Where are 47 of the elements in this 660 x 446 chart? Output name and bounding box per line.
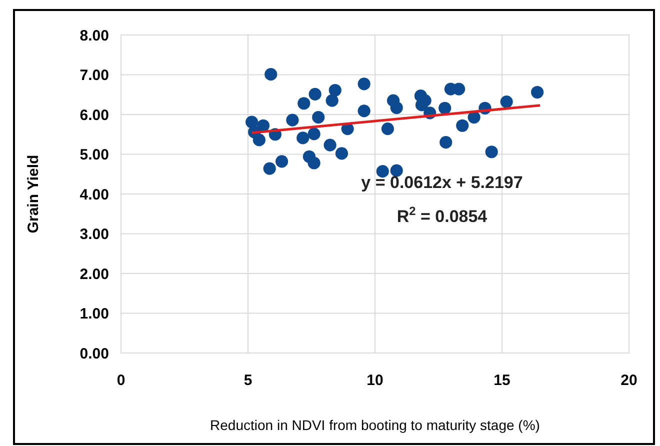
x-axis-title: Reduction in NDVI from booting to maturity stage (%) <box>210 417 540 433</box>
point <box>252 134 266 146</box>
y-tick-label: 3.00 <box>80 226 109 243</box>
point <box>263 162 276 175</box>
y-axis-title: Grain Yield <box>25 154 42 234</box>
point <box>328 84 342 97</box>
x-tick-label: 5 <box>244 372 252 389</box>
annotation: R$^{2}$ = 0.0854 <box>396 204 488 226</box>
point <box>308 128 320 140</box>
y-tick-label: 4.00 <box>80 186 109 204</box>
point <box>358 78 370 90</box>
point <box>376 165 389 178</box>
point <box>286 114 299 126</box>
point <box>440 136 452 149</box>
x-tick-label: 20 <box>620 372 638 389</box>
point <box>500 95 513 108</box>
y-tick-label: 7.00 <box>80 67 109 84</box>
point <box>326 94 338 107</box>
point <box>308 156 320 170</box>
point <box>264 68 278 81</box>
point <box>298 97 310 110</box>
y-tick-label: 5.00 <box>80 146 109 164</box>
point <box>438 102 452 114</box>
point <box>485 146 498 158</box>
point <box>390 101 403 114</box>
point <box>335 147 348 160</box>
point <box>390 164 403 177</box>
point <box>381 122 394 136</box>
point <box>324 138 336 152</box>
y-tick-label: 2.00 <box>80 266 109 283</box>
point <box>456 119 469 132</box>
point <box>256 119 270 132</box>
point <box>275 155 288 168</box>
point <box>531 86 544 99</box>
y-tick-label: 1.00 <box>80 306 109 322</box>
point <box>358 104 370 118</box>
x-tick-label: 15 <box>494 372 510 389</box>
x-tick-label: 10 <box>366 372 384 389</box>
y-tick-label: 0.00 <box>80 345 109 362</box>
point <box>312 110 325 124</box>
point <box>296 132 310 144</box>
y-tick-label: 8.00 <box>80 27 109 44</box>
x-tick-label: 0 <box>116 372 126 389</box>
annotation: y = 0.0612x + 5.2197 <box>361 173 523 192</box>
point <box>308 88 322 101</box>
point <box>468 110 480 124</box>
y-tick-label: 6.00 <box>80 106 109 124</box>
